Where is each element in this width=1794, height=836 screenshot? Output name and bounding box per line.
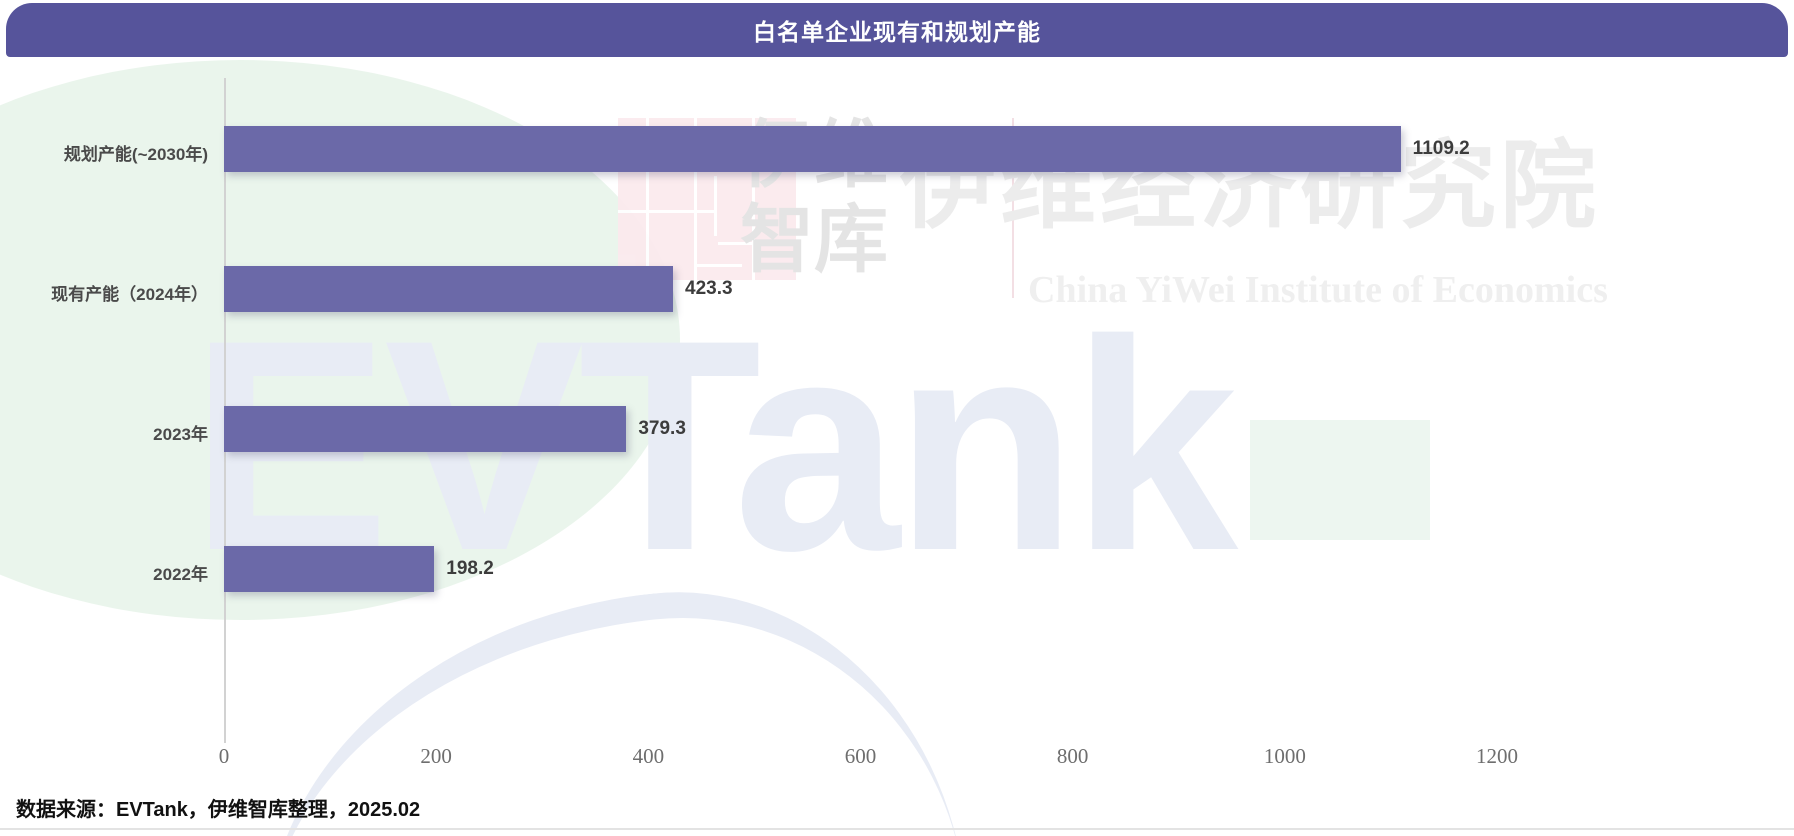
x-axis-tick-label: 800 bbox=[1056, 744, 1089, 768]
page-title: 白名单企业现有和规划产能 bbox=[753, 19, 1041, 45]
bar-row: 2022年 198.2 bbox=[0, 546, 1794, 706]
bar[interactable] bbox=[224, 266, 674, 312]
chart-title-banner: 白名单企业现有和规划产能 bbox=[6, 3, 1788, 57]
category-label: 2022年 bbox=[153, 565, 208, 584]
bar-row: 规划产能(~2030年) 1109.2 bbox=[0, 126, 1794, 286]
bar[interactable] bbox=[224, 546, 435, 592]
bar[interactable] bbox=[224, 406, 627, 452]
bar-row: 2023年 379.3 bbox=[0, 406, 1794, 566]
bar-value-label: 423.3 bbox=[685, 278, 733, 299]
bar-row: 现有产能（2024年） 423.3 bbox=[0, 266, 1794, 426]
bar-value-label: 1109.2 bbox=[1412, 138, 1470, 159]
source-note: 数据来源：EVTank，伊维智库整理，2025.02 bbox=[16, 799, 421, 821]
bar[interactable] bbox=[224, 126, 1401, 172]
footer-divider bbox=[0, 828, 1794, 830]
x-axis-ticks: 0 200 400 600 800 1000 1200 bbox=[0, 744, 1794, 784]
x-axis-tick-label: 1200 bbox=[1476, 744, 1518, 768]
bar-value-label: 379.3 bbox=[638, 418, 686, 439]
category-label: 现有产能（2024年） bbox=[51, 285, 208, 304]
x-axis-tick-label: 0 bbox=[218, 744, 230, 768]
x-axis-tick-label: 400 bbox=[632, 744, 665, 768]
category-label: 规划产能(~2030年) bbox=[63, 145, 208, 164]
x-axis-tick-label: 1000 bbox=[1263, 744, 1306, 768]
bar-value-label: 198.2 bbox=[446, 558, 494, 579]
x-axis-tick-label: 600 bbox=[844, 744, 877, 768]
x-axis-tick-label: 200 bbox=[420, 744, 452, 768]
category-label: 2023年 bbox=[153, 425, 208, 444]
